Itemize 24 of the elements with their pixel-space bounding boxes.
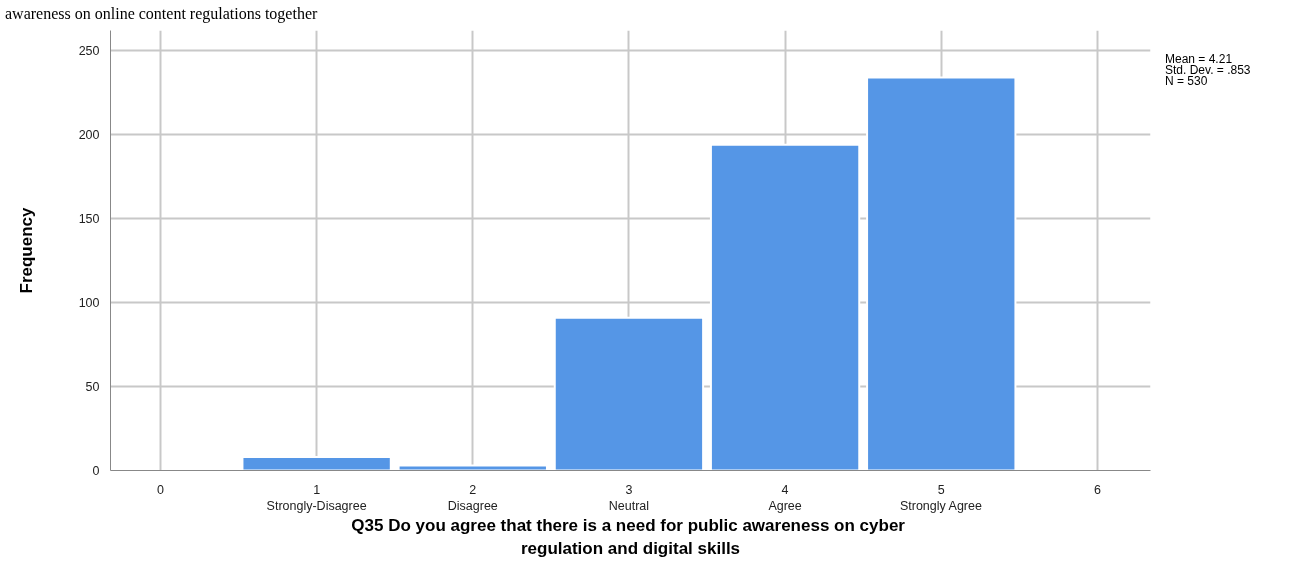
y-tick-label: 250	[78, 44, 100, 59]
bar	[709, 143, 861, 471]
text: awareness on online content regulations together	[5, 5, 318, 23]
y-tick-label: 100	[78, 296, 100, 311]
y-tick-label: 0	[92, 464, 100, 478]
text: N = 530	[1165, 74, 1208, 88]
y-axis-title: Frequency	[16, 206, 36, 294]
bar	[241, 456, 392, 471]
y-tick-label: 150	[78, 212, 100, 227]
x-tick-label: 5 Strongly Agree	[899, 482, 982, 514]
bar	[397, 464, 548, 471]
x-tick-label: 0	[156, 482, 164, 497]
bar	[553, 316, 705, 471]
y-tick-label: 200	[78, 128, 100, 143]
x-tick-label: 6	[1093, 482, 1101, 497]
text: Mean = 4.21	[1165, 52, 1233, 66]
bar	[866, 76, 1017, 471]
x-tick-label: 1 Strongly-Disagree	[266, 482, 367, 514]
text: Std. Dev. = .853	[1165, 63, 1251, 77]
x-axis-title: Q35 Do you agree that there is a need for public awareness on cyber regulation and digital skills	[351, 516, 906, 559]
y-tick-label: 50	[85, 380, 100, 395]
x-tick-label: 4 Agree	[768, 482, 802, 514]
x-tick-label: 2 Disagree	[447, 482, 498, 514]
x-tick-label: 3 Neutral	[608, 482, 650, 514]
